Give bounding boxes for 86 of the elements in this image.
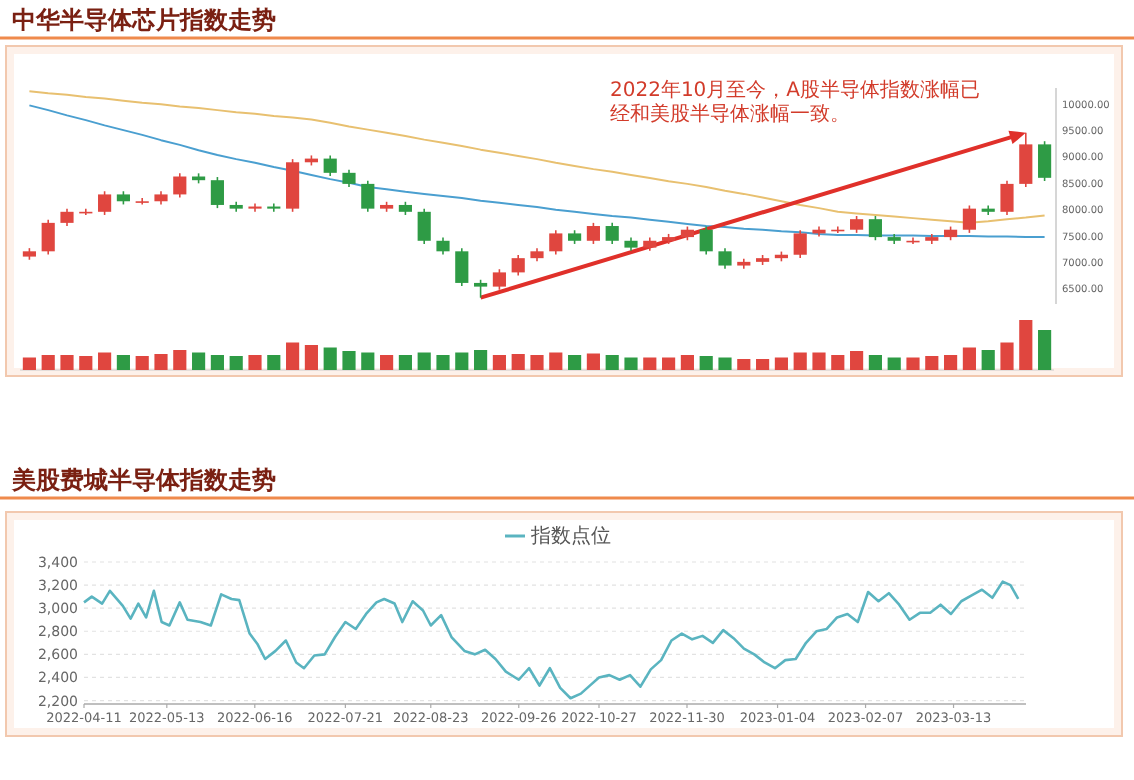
bar <box>22 357 36 370</box>
candlestick <box>1000 179 1014 216</box>
bar <box>737 359 751 370</box>
bar <box>662 357 676 370</box>
candlestick <box>511 254 525 277</box>
bar <box>417 352 431 370</box>
bar <box>643 357 657 370</box>
bar <box>173 350 187 370</box>
bar <box>831 355 845 370</box>
bar <box>925 356 939 370</box>
bar <box>323 347 337 370</box>
bar <box>586 353 600 370</box>
bar <box>98 352 112 370</box>
bar <box>812 352 826 370</box>
bar <box>60 355 74 370</box>
bar <box>850 351 864 370</box>
candlestick <box>41 218 55 256</box>
bar <box>304 345 318 370</box>
candlestick <box>98 190 112 216</box>
bar <box>380 355 394 370</box>
candlestick <box>549 229 563 256</box>
bar <box>868 355 882 370</box>
candlestick <box>699 225 713 256</box>
bar <box>79 356 93 370</box>
bar <box>944 355 958 370</box>
candlestick <box>455 247 469 287</box>
bar <box>398 355 412 370</box>
candlestick <box>981 204 995 216</box>
bar <box>267 355 281 370</box>
bar <box>605 355 619 370</box>
candlestick <box>248 202 262 213</box>
bar <box>887 357 901 370</box>
bar <box>962 347 976 370</box>
bar <box>361 352 375 370</box>
bar <box>530 355 544 370</box>
candlestick <box>286 158 300 213</box>
candlestick <box>718 247 732 270</box>
bar <box>549 352 563 370</box>
candlestick <box>868 215 882 242</box>
candlestick <box>605 222 619 245</box>
candlestick <box>962 204 976 234</box>
bar <box>1019 320 1033 370</box>
bar <box>699 356 713 370</box>
bar <box>342 351 356 370</box>
bar <box>1000 342 1014 370</box>
bar <box>624 357 638 370</box>
bar <box>511 354 525 370</box>
candlestick <box>323 154 337 177</box>
candlestick <box>361 179 375 213</box>
annotation: 2022年10月至今，A股半导体指数涨幅已经和美股半导体涨幅一致。 <box>610 80 981 128</box>
bar <box>474 350 488 370</box>
bar <box>248 355 262 370</box>
title: 中华半导体芯片指数走势 <box>12 6 276 34</box>
bar <box>492 355 506 370</box>
bar <box>116 355 130 370</box>
bar <box>1038 330 1052 370</box>
bar <box>568 355 582 370</box>
bar <box>718 357 732 370</box>
bar <box>906 357 920 370</box>
bar <box>192 352 206 370</box>
bar <box>154 354 168 370</box>
candlestick <box>492 268 506 291</box>
bar <box>41 355 55 370</box>
candlestick <box>1038 140 1052 182</box>
candlestick <box>417 207 431 245</box>
bar <box>756 359 770 370</box>
candlestick <box>586 222 600 245</box>
bar <box>135 356 149 370</box>
candlestick <box>793 229 807 259</box>
candlestick <box>267 202 281 213</box>
bar <box>981 350 995 370</box>
bar <box>774 357 788 370</box>
bar <box>210 355 224 370</box>
bar <box>229 356 243 370</box>
candlestick <box>210 176 224 209</box>
line-series <box>28 104 1046 239</box>
legend-label: 指数点位 <box>529 524 611 548</box>
bar <box>680 355 694 370</box>
line-series <box>82 580 1020 700</box>
candlestick <box>173 172 187 199</box>
title: 美股费城半导体指数走势 <box>12 466 276 494</box>
bar <box>436 355 450 370</box>
bar <box>455 352 469 370</box>
bar <box>793 352 807 370</box>
candlestick <box>1019 131 1033 188</box>
bar <box>286 342 300 370</box>
